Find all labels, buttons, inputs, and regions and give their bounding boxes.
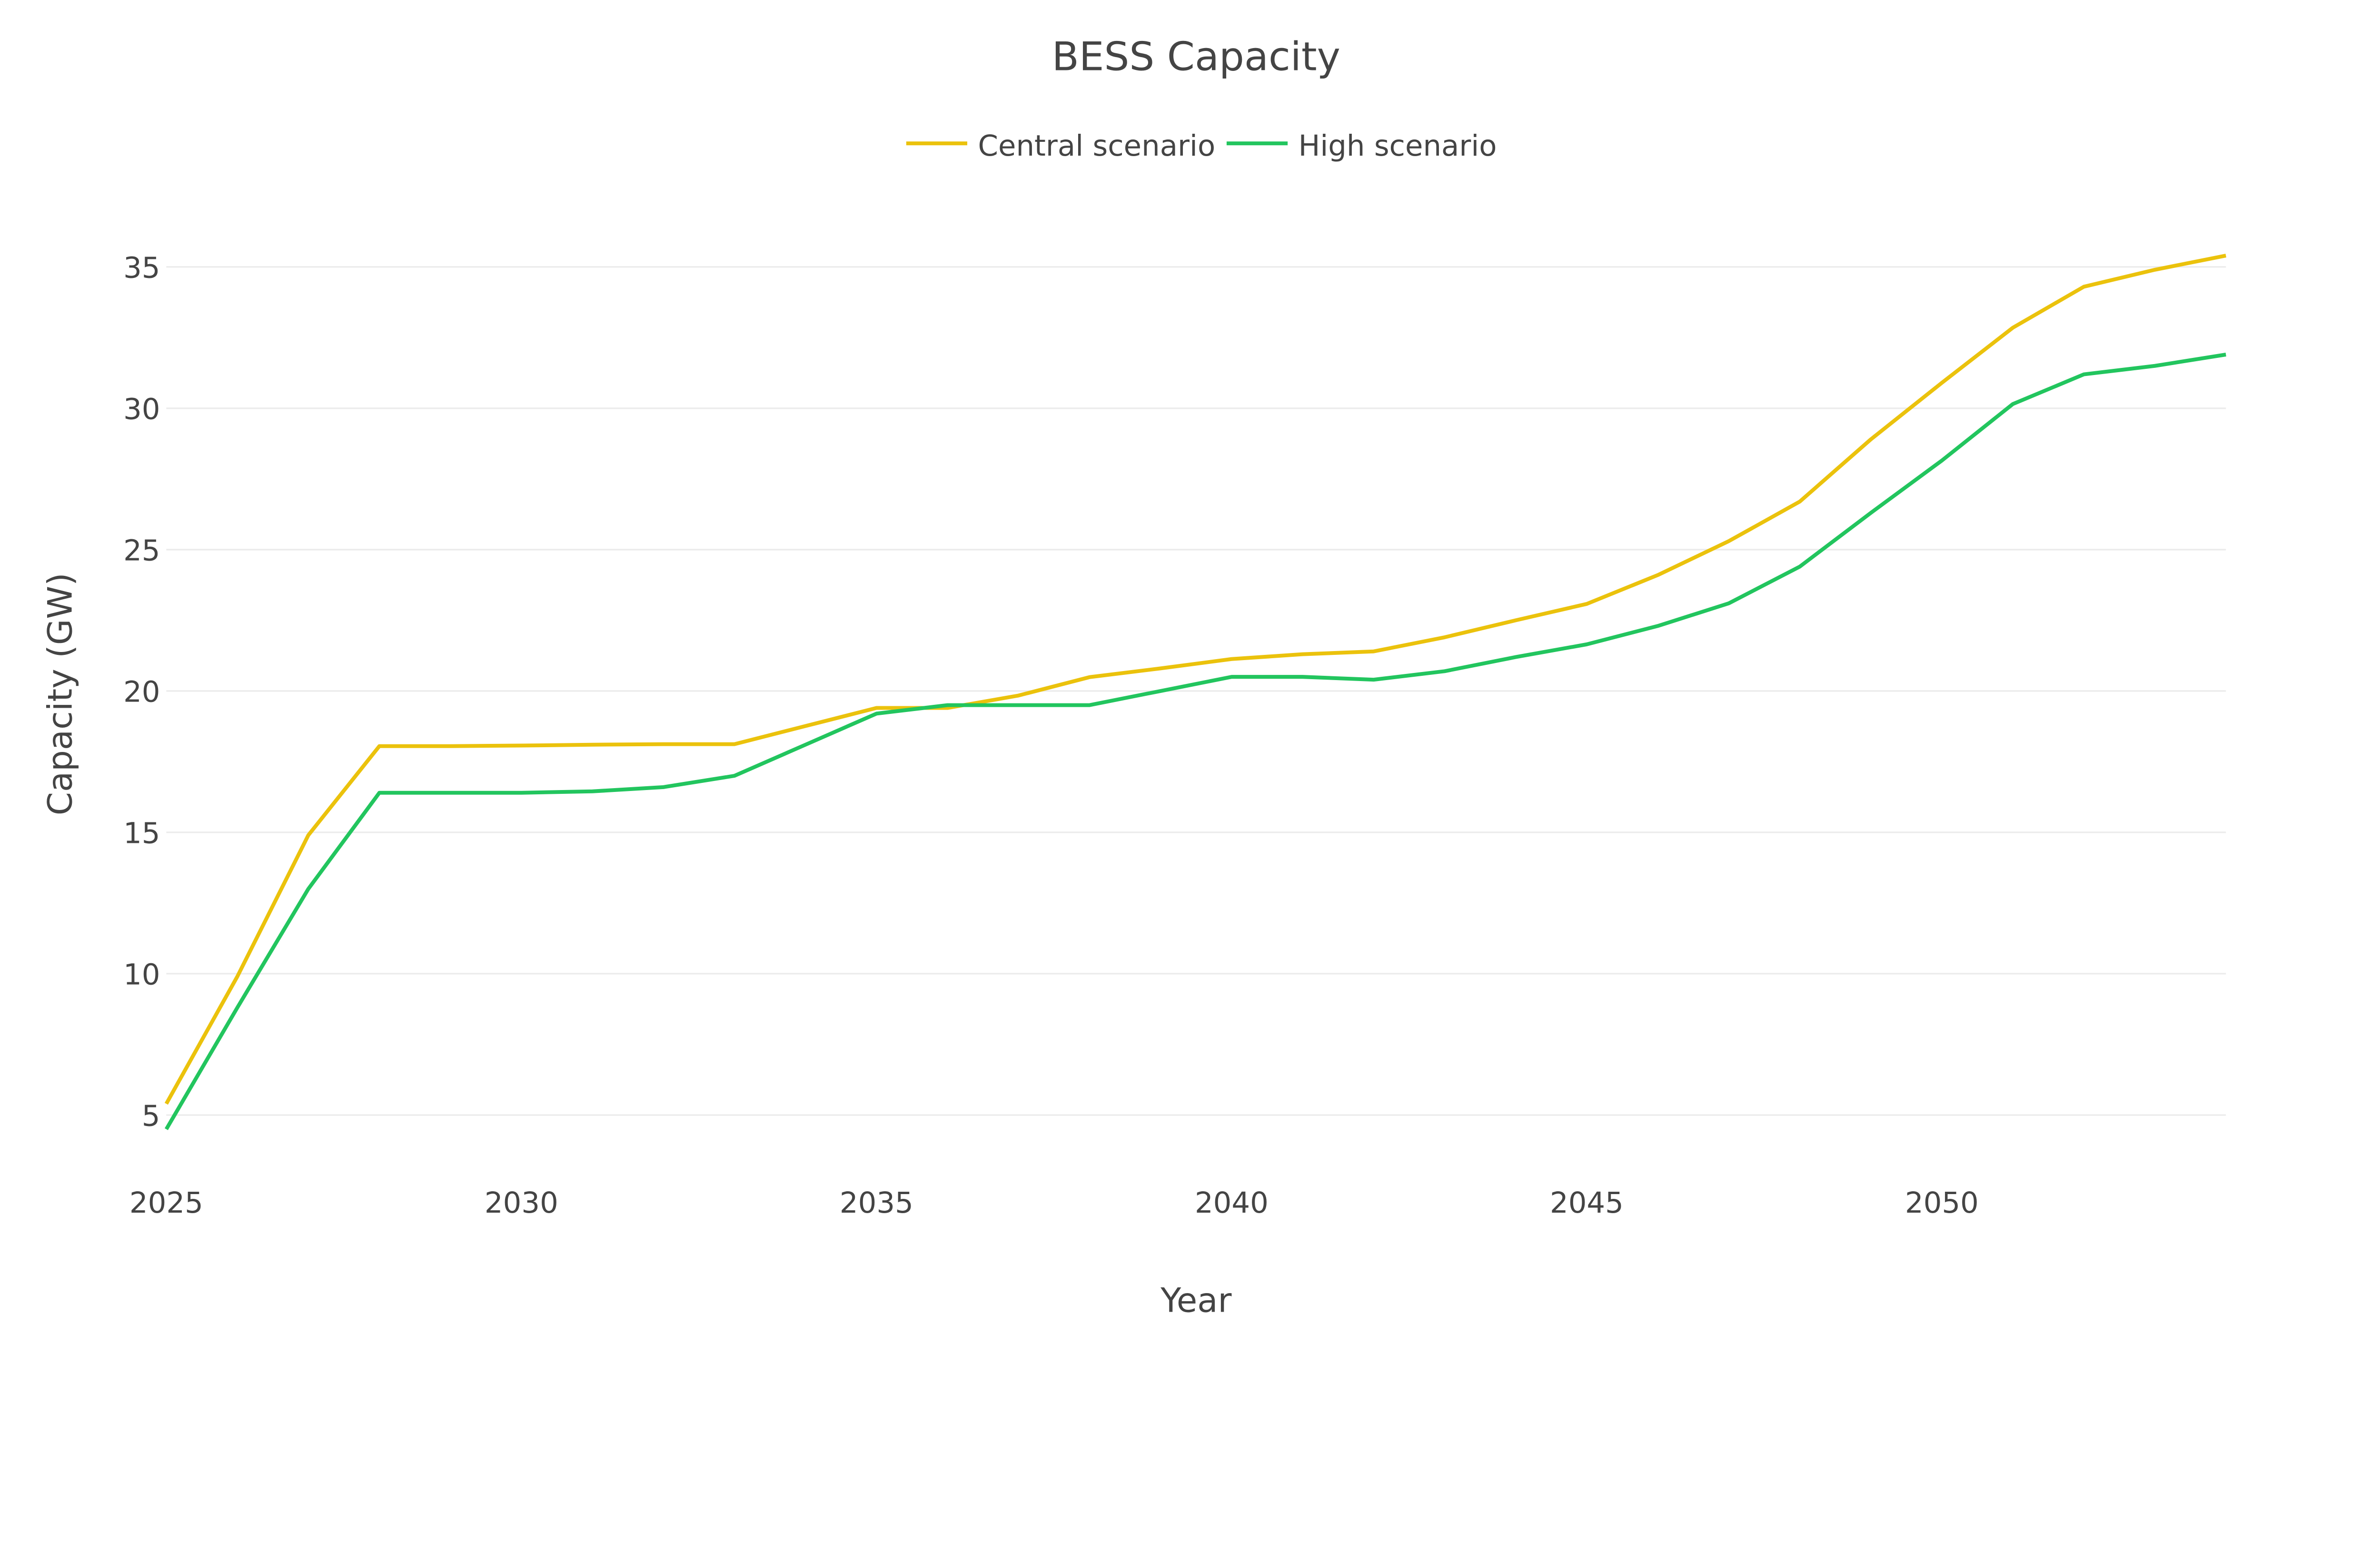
y-axis-label: Capacity (GW)	[41, 573, 80, 815]
y-tick-label: 5	[142, 1099, 160, 1133]
y-tick-label: 25	[123, 534, 160, 567]
x-tick-label: 2035	[840, 1186, 913, 1220]
y-tick-label: 10	[123, 958, 160, 991]
x-axis-label: Year	[1160, 1281, 1231, 1320]
gridlines	[166, 266, 2226, 1116]
y-tick-label: 15	[123, 816, 160, 850]
series-lines	[164, 254, 2227, 1130]
y-tick-label: 20	[123, 675, 160, 709]
legend-label: Central scenario	[978, 129, 1215, 163]
series-line-high	[164, 353, 2226, 1130]
line-chart: BESS Capacity Central scenario High scena…	[41, 33, 2227, 1320]
x-tick-label: 2045	[1550, 1186, 1624, 1220]
x-tick-label: 2025	[129, 1186, 203, 1220]
x-tick-label: 2040	[1195, 1186, 1269, 1220]
x-tick-label: 2050	[1905, 1186, 1979, 1220]
y-tick-label: 35	[123, 251, 160, 285]
series-line-central	[164, 254, 2227, 1105]
legend-label: High scenario	[1299, 129, 1497, 163]
x-tick-label: 2030	[485, 1186, 558, 1220]
legend: Central scenario High scenario	[906, 129, 1497, 163]
chart-title: BESS Capacity	[1052, 33, 1340, 79]
y-tick-label: 30	[123, 392, 160, 426]
y-axis-ticks: 5 10 15 20 25 30 35	[123, 251, 160, 1133]
x-axis-ticks: 2025 2030 2035 2040 2045 2050	[129, 1186, 1979, 1220]
